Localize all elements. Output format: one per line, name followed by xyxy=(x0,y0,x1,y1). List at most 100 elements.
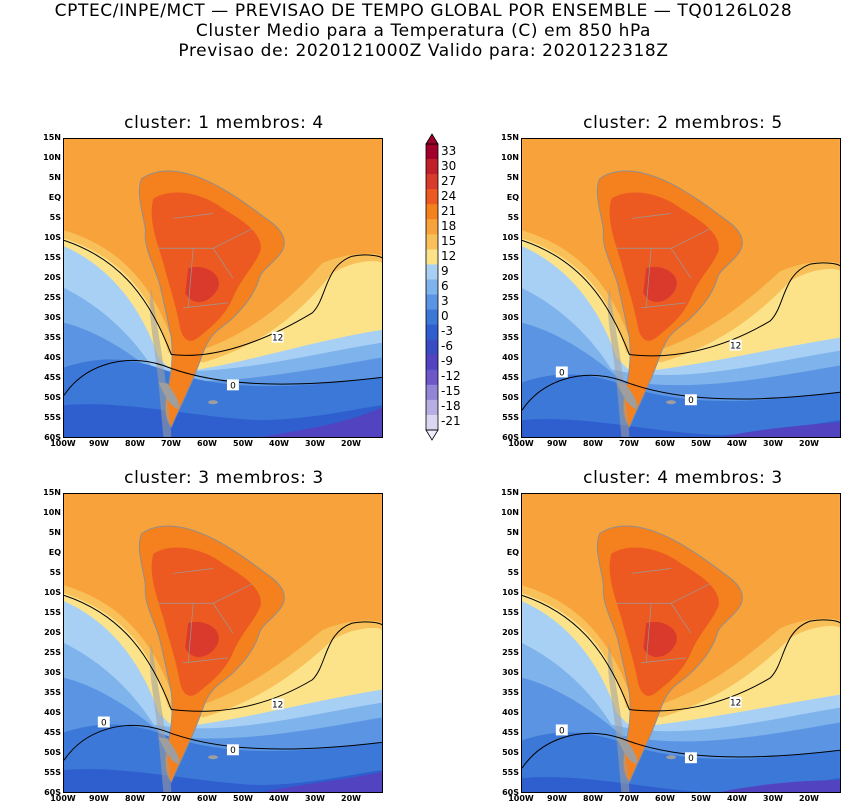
colorbar-swatch xyxy=(426,204,438,220)
contour-label: 12 xyxy=(271,698,284,711)
lon-tick-label: 80W xyxy=(583,794,603,803)
continent-hottest-area xyxy=(185,621,219,657)
falkland-islands xyxy=(666,400,677,405)
lat-tick-label: 25S xyxy=(502,648,519,657)
colorbar-tick-label: -3 xyxy=(441,324,453,339)
colorbar-swatch xyxy=(426,264,438,280)
colorbar-tick-label: 24 xyxy=(441,188,457,203)
colorbar-swatch xyxy=(426,369,438,386)
lat-tick-label: 10N xyxy=(501,508,519,517)
colorbar-tick-label: -9 xyxy=(441,354,453,369)
panel-title-4: cluster: 4 membros: 3 xyxy=(583,468,783,488)
colorbar-tick-label: -18 xyxy=(441,399,461,414)
lon-tick-label: 30W xyxy=(763,439,783,448)
colorbar-top-arrow xyxy=(425,133,439,145)
colorbar-tick-label: 21 xyxy=(441,203,457,218)
field-band-m9-m6 xyxy=(720,780,840,792)
contour-0 xyxy=(64,359,382,396)
lat-tick-label: 40S xyxy=(502,708,519,717)
colorbar-swatch xyxy=(426,189,438,205)
field-band-m6-m3 xyxy=(64,404,382,437)
svg-text:0: 0 xyxy=(230,746,236,756)
lat-tick-label: 50S xyxy=(44,748,61,757)
falkland-islands xyxy=(666,755,677,760)
lat-tick-label: 15N xyxy=(43,133,61,142)
lat-tick-label: 15S xyxy=(44,608,61,617)
lat-tick-label: 10S xyxy=(44,588,61,597)
svg-text:12: 12 xyxy=(272,334,283,344)
contour-0 xyxy=(64,724,382,761)
colorbar-swatch xyxy=(426,324,438,341)
svg-text:0: 0 xyxy=(101,718,107,728)
lat-tick-label: EQ xyxy=(506,193,519,202)
svg-text:0: 0 xyxy=(559,368,565,378)
lon-tick-label: 90W xyxy=(89,439,109,448)
colorbar-swatch xyxy=(426,414,438,431)
colorbar-tick-label: 27 xyxy=(441,173,457,188)
lon-tick-label: 90W xyxy=(89,794,109,803)
falkland-islands xyxy=(208,400,219,405)
svg-text:0: 0 xyxy=(688,396,694,406)
lon-tick-label: 20W xyxy=(799,794,819,803)
colorbar-tick-label: -6 xyxy=(441,339,453,354)
lat-tick-label: 40S xyxy=(502,353,519,362)
patagonia-islands xyxy=(158,737,179,765)
colorbar-swatch xyxy=(426,294,438,311)
colorbar-swatch xyxy=(426,144,438,160)
lon-tick-label: 60W xyxy=(655,794,675,803)
lon-tick-label: 30W xyxy=(763,794,783,803)
colorbar-swatch xyxy=(426,354,438,371)
colorbar-tick-label: -15 xyxy=(441,384,461,399)
main-title-line-3: Previsao de: 2020121000Z Valido para: 20… xyxy=(178,41,669,61)
lat-tick-label: 40S xyxy=(44,708,61,717)
field-band-m9-m6 xyxy=(262,407,382,437)
lat-tick-label: 30S xyxy=(502,668,519,677)
map-panel-3: 12 0 0 xyxy=(63,493,383,793)
lon-tick-label: 100W xyxy=(508,439,534,448)
svg-text:12: 12 xyxy=(730,342,741,352)
lon-tick-label: 90W xyxy=(547,439,567,448)
lat-tick-label: 50S xyxy=(502,748,519,757)
lat-tick-label: EQ xyxy=(48,193,61,202)
lat-tick-label: 15N xyxy=(501,133,519,142)
lon-tick-label: 60W xyxy=(655,439,675,448)
lat-tick-label: 30S xyxy=(502,313,519,322)
lat-tick-label: 5S xyxy=(507,213,519,222)
lat-tick-label: 5N xyxy=(48,528,61,537)
colorbar-frame xyxy=(425,143,439,431)
continent-hot-area xyxy=(609,192,719,341)
coastline xyxy=(596,525,743,784)
contour-label: 0 xyxy=(226,744,239,756)
lat-tick-label: 10N xyxy=(43,508,61,517)
lat-tick-label: 5N xyxy=(48,173,61,182)
svg-text:12: 12 xyxy=(272,701,283,711)
lat-tick-label: 25S xyxy=(44,293,61,302)
colorbar-tick-label: 3 xyxy=(441,294,449,309)
coastline xyxy=(596,170,743,429)
continent-hot-area xyxy=(151,192,261,341)
colorbar-swatch xyxy=(426,279,438,296)
panel-title-2: cluster: 2 membros: 5 xyxy=(583,113,783,133)
coastline xyxy=(138,170,285,429)
lon-tick-label: 50W xyxy=(691,794,711,803)
lat-tick-label: 10N xyxy=(501,153,519,162)
lon-tick-label: 80W xyxy=(583,439,603,448)
lat-tick-label: 15S xyxy=(44,253,61,262)
lat-tick-label: 15S xyxy=(502,608,519,617)
lat-tick-label: 30S xyxy=(44,313,61,322)
contour-12 xyxy=(64,594,382,712)
lat-tick-label: 35S xyxy=(502,688,519,697)
lon-tick-label: 50W xyxy=(691,439,711,448)
colorbar-swatch xyxy=(426,219,438,235)
lon-tick-label: 70W xyxy=(619,439,639,448)
lon-tick-label: 30W xyxy=(305,794,325,803)
field-band-m9-m6 xyxy=(720,422,840,437)
lon-tick-label: 100W xyxy=(508,794,534,803)
lat-tick-label: 10S xyxy=(502,588,519,597)
lon-tick-label: 70W xyxy=(619,794,639,803)
colorbar-tick-label: 15 xyxy=(441,233,457,248)
lat-tick-label: 35S xyxy=(44,333,61,342)
country-borders xyxy=(158,213,253,309)
svg-text:0: 0 xyxy=(559,726,565,736)
colorbar-tick-label: 9 xyxy=(441,263,449,278)
